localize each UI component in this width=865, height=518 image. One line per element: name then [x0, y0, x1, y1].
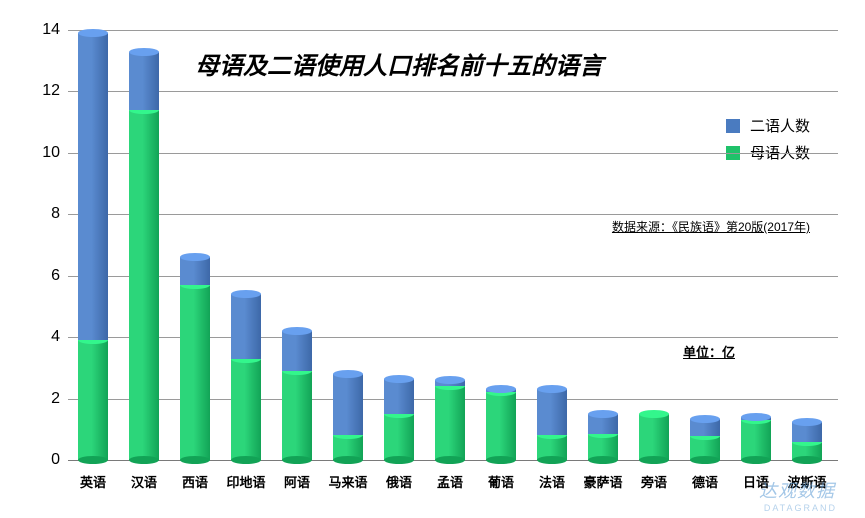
bar-segment-body: [333, 374, 363, 435]
y-tick-label: 0: [51, 451, 60, 469]
bar-bottom-cap: [231, 456, 261, 464]
bar-segment-body: [180, 285, 210, 460]
x-tick-label: 豪萨语: [583, 472, 622, 491]
x-tick-label: 德语: [692, 472, 718, 491]
x-tick-label: 英语: [80, 472, 106, 491]
bar-top-cap: [282, 327, 312, 335]
bar-bottom-cap: [537, 456, 567, 464]
y-tick-label: 2: [51, 390, 60, 408]
bar-bottom-cap: [384, 456, 414, 464]
watermark-sub: DATAGRAND: [764, 503, 837, 513]
bar-segment-body: [231, 359, 261, 460]
y-tick-label: 8: [51, 205, 60, 223]
bar-segment-body: [282, 331, 312, 371]
bar-top-cap: [129, 48, 159, 56]
bar-bottom-cap: [333, 456, 363, 464]
bar-bottom-cap: [690, 456, 720, 464]
bar-segment-body: [384, 379, 414, 414]
x-tick-label: 俄语: [386, 472, 412, 491]
bar-top-cap: [741, 413, 771, 421]
y-tick-label: 10: [42, 144, 60, 162]
bar-segment-body: [639, 414, 669, 460]
watermark-main: 达观数据: [759, 477, 835, 503]
bar-bottom-cap: [792, 456, 822, 464]
bar-segment-body: [78, 33, 108, 340]
y-tick-label: 12: [42, 82, 60, 100]
bar-bottom-cap: [129, 456, 159, 464]
bar-bottom-cap: [435, 456, 465, 464]
bar-segment-body: [231, 294, 261, 359]
gridline: [68, 91, 838, 92]
x-tick-label: 马来语: [328, 472, 367, 491]
bar-bottom-cap: [180, 456, 210, 464]
bar-top-cap: [333, 370, 363, 378]
bar-bottom-cap: [282, 456, 312, 464]
gridline: [68, 214, 838, 215]
bar-segment-body: [129, 110, 159, 460]
x-tick-label: 旁语: [641, 472, 667, 491]
x-tick-label: 法语: [539, 472, 565, 491]
bar-top-cap: [792, 418, 822, 426]
gridline: [68, 30, 838, 31]
gridline: [68, 153, 838, 154]
y-tick-label: 4: [51, 328, 60, 346]
x-tick-label: 阿语: [284, 472, 310, 491]
bar-top-cap: [639, 410, 669, 418]
bar-bottom-cap: [486, 456, 516, 464]
bar-bottom-cap: [639, 456, 669, 464]
bar-segment-body: [486, 392, 516, 460]
x-tick-label: 孟语: [437, 472, 463, 491]
plot-area: 02468101214英语汉语西语印地语阿语马来语俄语孟语葡语法语豪萨语旁语德语…: [68, 30, 838, 460]
bar-segment-body: [129, 52, 159, 110]
bar-segment-body: [537, 389, 567, 435]
x-tick-label: 印地语: [226, 472, 265, 491]
bar-segment-body: [282, 371, 312, 460]
x-tick-label: 汉语: [131, 472, 157, 491]
x-tick-label: 西语: [182, 472, 208, 491]
bar-top-cap: [384, 375, 414, 383]
bar-bottom-cap: [78, 456, 108, 464]
chart-container: 母语及二语使用人口排名前十五的语言 二语人数母语人数 数据来源：《民族语》第20…: [0, 0, 865, 518]
bar-segment-body: [180, 257, 210, 285]
bar-segment-body: [384, 414, 414, 460]
x-tick-label: 葡语: [488, 472, 514, 491]
bar-segment-body: [78, 340, 108, 460]
bar-segment-body: [435, 386, 465, 460]
bar-segment-body: [741, 420, 771, 460]
bar-top-cap: [588, 410, 618, 418]
bar-bottom-cap: [741, 456, 771, 464]
y-tick-label: 6: [51, 267, 60, 285]
bar-bottom-cap: [588, 456, 618, 464]
y-tick-label: 14: [42, 21, 60, 39]
